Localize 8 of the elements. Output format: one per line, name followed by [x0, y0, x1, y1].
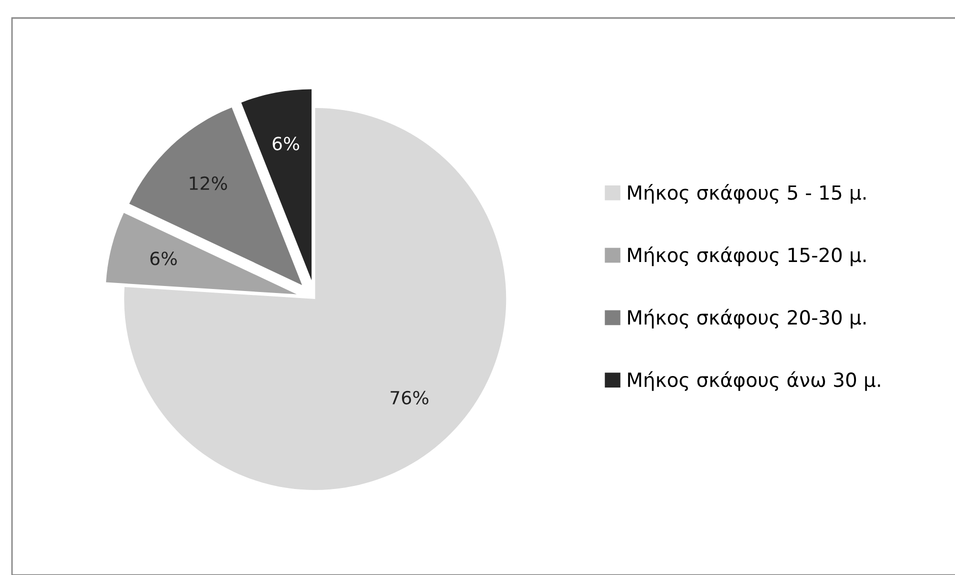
legend-label: Μήκος σκάφους 15-20 μ. — [628, 246, 866, 266]
legend-label: Μήκος σκάφους 5 - 15 μ. — [628, 184, 866, 204]
legend-label: Μήκος σκάφους 20-30 μ. — [628, 308, 866, 329]
data-label: 6% — [272, 136, 300, 150]
data-label: 12% — [190, 176, 228, 190]
data-label: 76% — [390, 390, 428, 404]
data-label: 6% — [150, 252, 177, 266]
legend-label: Μήκος σκάφους άνω 30 μ. — [628, 371, 880, 391]
